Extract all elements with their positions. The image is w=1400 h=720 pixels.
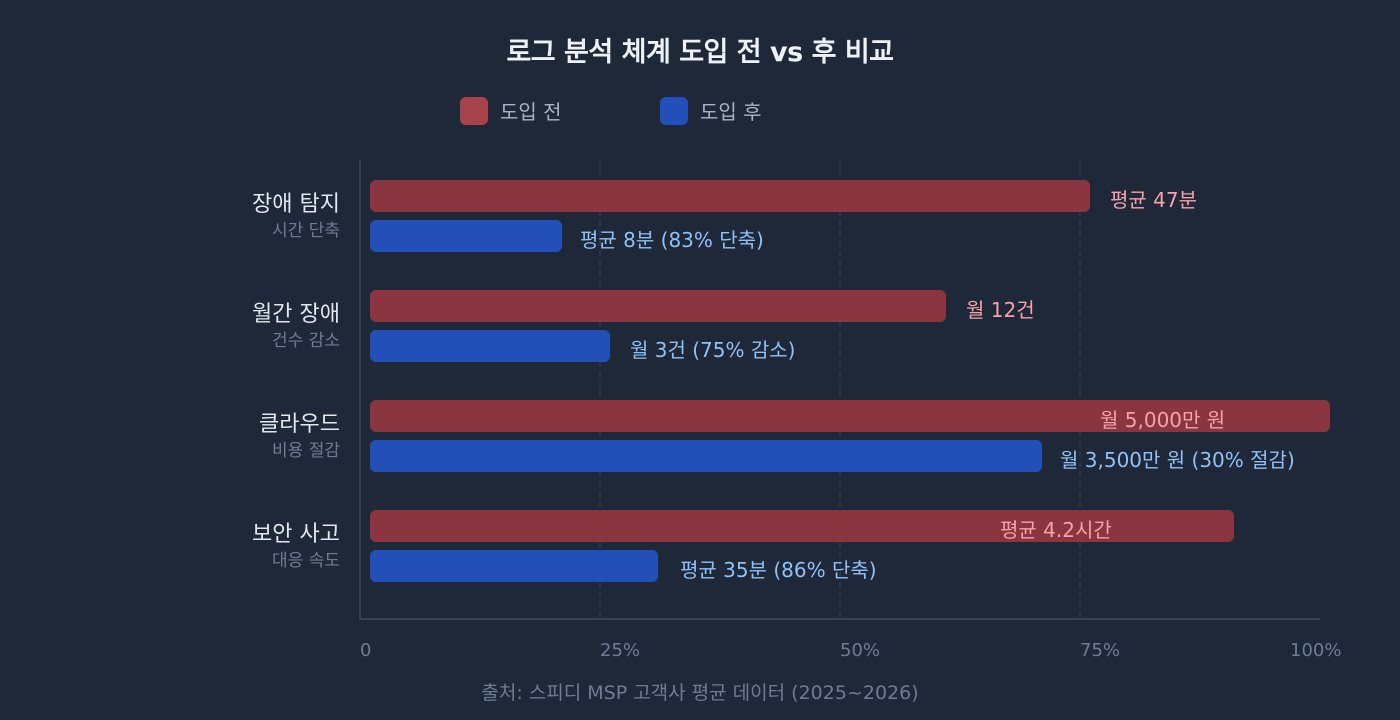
category-title: 장애 탐지	[252, 192, 340, 217]
category-title: 클라우드	[259, 412, 340, 437]
legend-label-after: 도입 후	[700, 100, 762, 124]
category-subtitle: 건수 감소	[272, 331, 340, 351]
bar-after	[370, 330, 610, 362]
bar-before	[370, 400, 1330, 432]
bar-label-before: 평균 47분	[1110, 188, 1198, 212]
x-tick: 0	[360, 640, 372, 661]
bar-label-after: 평균 35분 (86% 단축)	[680, 558, 877, 582]
legend-swatch-after	[660, 96, 688, 125]
x-tick: 100%	[1290, 640, 1342, 661]
bar-before	[370, 290, 946, 322]
gridline-75	[1079, 160, 1081, 618]
bar-label-after: 월 3,500만 원 (30% 절감)	[1060, 448, 1295, 472]
category-subtitle: 시간 단축	[272, 221, 340, 241]
y-axis-line	[359, 160, 361, 620]
bar-label-before: 평균 4.2시간	[1000, 518, 1112, 542]
category-title: 보안 사고	[252, 522, 340, 547]
gridline-25	[599, 160, 601, 618]
bar-before	[370, 510, 1234, 542]
bar-after	[370, 220, 562, 252]
legend-swatch-before	[460, 96, 488, 125]
category-subtitle: 비용 절감	[272, 441, 340, 461]
x-tick: 50%	[840, 640, 881, 661]
source-note: 출처: 스피디 MSP 고객사 평균 데이터 (2025~2026)	[481, 682, 919, 704]
legend-item-after: 도입 후	[660, 96, 762, 125]
legend-item-before: 도입 전	[460, 96, 562, 125]
legend-label-before: 도입 전	[500, 100, 562, 124]
x-axis-line	[360, 618, 1320, 620]
bar-before	[370, 180, 1090, 212]
bar-label-after: 월 3건 (75% 감소)	[630, 338, 796, 362]
gridline-50	[839, 160, 841, 618]
bar-label-before: 월 5,000만 원	[1100, 408, 1226, 432]
chart-title: 로그 분석 체계 도입 전 vs 후 비교	[506, 37, 894, 68]
x-tick: 75%	[1080, 640, 1121, 661]
bar-label-after: 평균 8분 (83% 단축)	[580, 228, 764, 252]
bar-label-before: 월 12건	[966, 298, 1035, 322]
category-subtitle: 대응 속도	[272, 551, 340, 571]
category-title: 월간 장애	[252, 302, 340, 327]
bar-after	[370, 440, 1042, 472]
x-tick: 25%	[600, 640, 641, 661]
bar-after	[370, 550, 658, 582]
